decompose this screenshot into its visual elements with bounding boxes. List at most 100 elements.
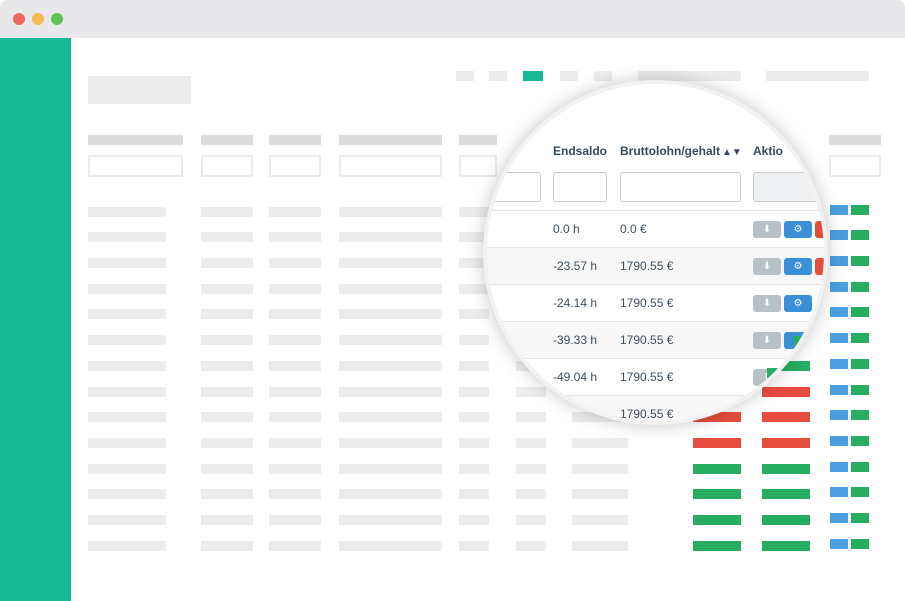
row-action-button[interactable] <box>851 205 869 215</box>
table-cell-placeholder <box>88 412 166 422</box>
maximize-window-button[interactable] <box>51 13 63 25</box>
table-cell-placeholder <box>269 232 321 242</box>
row-action-button[interactable] <box>830 230 848 240</box>
row-action-button[interactable] <box>851 256 869 266</box>
table-cell-placeholder <box>459 207 489 217</box>
column-header-balance[interactable]: Endsaldo <box>553 144 608 158</box>
row-action-button[interactable] <box>830 333 848 343</box>
table-cell-placeholder <box>516 515 546 525</box>
row-action-button[interactable] <box>851 410 869 420</box>
filter-input-actions <box>753 172 823 202</box>
table-cell-placeholder <box>459 309 489 319</box>
download-icon[interactable]: ⬇ <box>753 258 781 275</box>
filter-input-placeholder[interactable] <box>459 155 497 177</box>
table-cell-placeholder <box>339 258 442 268</box>
row-action-button[interactable] <box>851 385 869 395</box>
row-action-button[interactable] <box>851 282 869 292</box>
cell-balance: 0.0 h <box>553 222 580 236</box>
row-action-button[interactable] <box>830 307 848 317</box>
row-action-button[interactable] <box>851 513 869 523</box>
table-cell-placeholder <box>459 284 489 294</box>
table-cell-placeholder <box>459 412 489 422</box>
gear-icon[interactable]: ⚙ <box>784 221 812 238</box>
table-cell-placeholder <box>269 361 321 371</box>
pagination-item-active[interactable] <box>523 71 543 81</box>
table-cell-placeholder <box>269 207 321 217</box>
table-cell-placeholder <box>201 464 253 474</box>
row-action-button[interactable] <box>830 256 848 266</box>
sort-icon[interactable]: ▲▼ <box>721 147 742 158</box>
minimize-window-button[interactable] <box>32 13 44 25</box>
row-action-button[interactable] <box>851 462 869 472</box>
table-cell-placeholder <box>516 541 546 551</box>
row-action-button[interactable] <box>851 333 869 343</box>
row-action-button[interactable] <box>830 410 848 420</box>
row-action-button[interactable] <box>851 539 869 549</box>
table-cell-placeholder <box>88 541 166 551</box>
row-action-button[interactable] <box>851 487 869 497</box>
pagination-item[interactable] <box>456 71 474 81</box>
cell-balance: -24.14 h <box>553 296 598 310</box>
filter-input-placeholder[interactable] <box>339 155 442 177</box>
row-action-button[interactable] <box>830 205 848 215</box>
row-action-button[interactable] <box>830 282 848 292</box>
table-cell-placeholder <box>339 489 442 499</box>
filter-input-prev[interactable] <box>487 172 541 202</box>
download-icon[interactable]: ⬇ <box>753 332 781 349</box>
table-cell-placeholder <box>88 361 166 371</box>
table-cell-placeholder <box>269 541 321 551</box>
gear-icon[interactable]: ⚙ <box>784 295 812 312</box>
table-cell-placeholder <box>201 541 253 551</box>
table-cell-placeholder <box>339 515 442 525</box>
table-cell-placeholder <box>201 207 253 217</box>
status-bar <box>693 515 741 525</box>
column-header-placeholder <box>201 135 253 145</box>
delete-button[interactable] <box>815 258 824 275</box>
row-action-button[interactable] <box>851 307 869 317</box>
filter-input-balance[interactable] <box>553 172 607 202</box>
cell-balance: -23.57 h <box>553 259 598 273</box>
row-action-button[interactable] <box>830 487 848 497</box>
filter-input-placeholder[interactable] <box>88 155 183 177</box>
filter-input-placeholder[interactable] <box>829 155 881 177</box>
row-action-button[interactable] <box>830 436 848 446</box>
table-cell-placeholder <box>572 541 628 551</box>
pagination-item[interactable] <box>560 71 578 81</box>
column-header-actions: Aktio <box>753 144 783 158</box>
table-cell-placeholder <box>201 232 253 242</box>
page-title-placeholder <box>88 76 191 104</box>
table-cell-placeholder <box>201 258 253 268</box>
table-cell-placeholder <box>459 464 489 474</box>
row-action-button[interactable] <box>830 462 848 472</box>
download-icon[interactable]: ⬇ <box>753 221 781 238</box>
pagination-item[interactable] <box>594 71 612 81</box>
table-cell-placeholder <box>88 284 166 294</box>
row-action-button[interactable] <box>830 539 848 549</box>
status-bar <box>762 541 810 551</box>
table-cell-placeholder <box>88 232 166 242</box>
close-window-button[interactable] <box>13 13 25 25</box>
table-cell-placeholder <box>269 284 321 294</box>
row-action-button[interactable] <box>851 230 869 240</box>
delete-button[interactable] <box>815 221 824 238</box>
table-row: 1790.55 € <box>487 395 824 421</box>
filter-input-placeholder[interactable] <box>269 155 321 177</box>
column-header-gross[interactable]: Bruttolohn/gehalt ▲▼ <box>620 144 742 158</box>
download-icon[interactable]: ⬇ <box>753 295 781 312</box>
table-cell-placeholder <box>459 232 489 242</box>
table-cell-placeholder <box>88 207 166 217</box>
row-action-button[interactable] <box>830 359 848 369</box>
table-cell-placeholder <box>339 412 442 422</box>
filter-input-placeholder[interactable] <box>201 155 253 177</box>
table-cell-placeholder <box>201 335 253 345</box>
gear-icon[interactable]: ⚙ <box>784 258 812 275</box>
pagination-item[interactable] <box>489 71 507 81</box>
row-action-button[interactable] <box>851 359 869 369</box>
row-action-button[interactable] <box>830 385 848 395</box>
row-action-button[interactable] <box>830 513 848 523</box>
table-cell-placeholder <box>88 387 166 397</box>
table-cell-placeholder <box>269 258 321 268</box>
filter-input-gross[interactable] <box>620 172 741 202</box>
row-action-button[interactable] <box>851 436 869 446</box>
